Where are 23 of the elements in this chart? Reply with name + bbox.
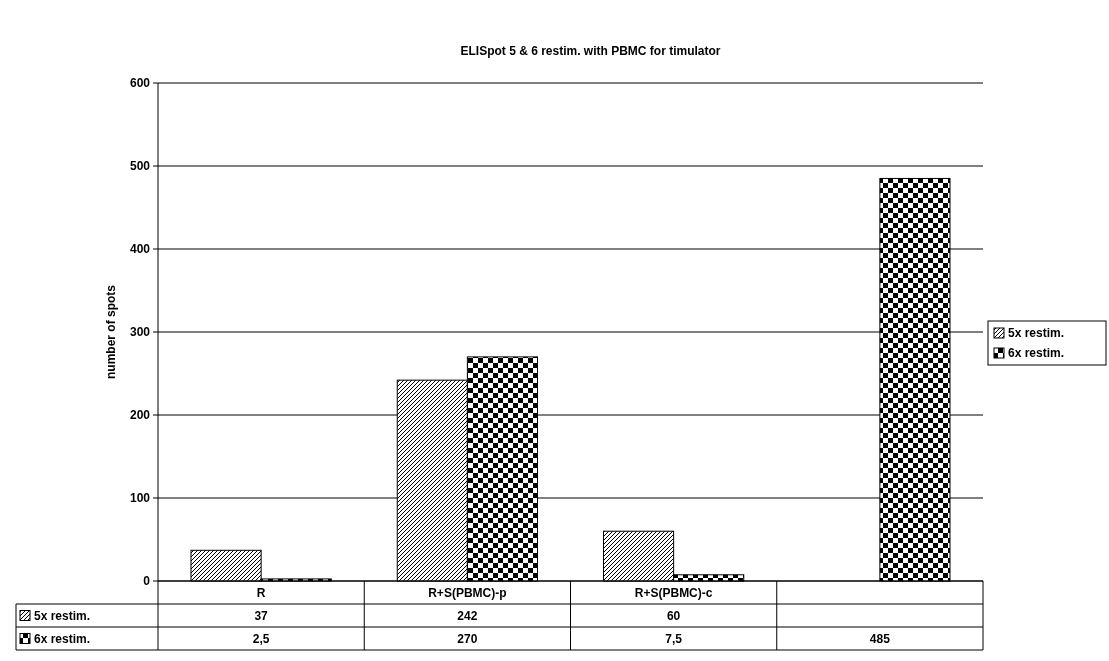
data-label: 2,5 <box>252 631 270 646</box>
y-tick-label: 600 <box>129 76 151 91</box>
data-label: 242 <box>457 608 478 623</box>
legend-label: 5x restim. <box>34 608 91 623</box>
y-axis-title: number of spots <box>104 284 118 380</box>
x-tick-label: R+S(PBMC)-p <box>428 585 507 600</box>
text: 5x restim. <box>1008 326 1065 341</box>
x-tick-label: R <box>256 585 266 600</box>
text: 6x restim. <box>34 631 91 646</box>
y-tick-label: 300 <box>129 325 151 340</box>
data-label: 485 <box>869 631 891 646</box>
x-tick-label: R+S(PBMC)-c <box>634 585 713 600</box>
y-tick-label: 100 <box>129 491 151 506</box>
legend-label: 6x restim. <box>1008 346 1065 361</box>
y-tick-label: 0 <box>143 574 151 589</box>
chart-title: ELISpot 5 & 6 restim. with PBMC for timulator <box>460 44 721 58</box>
data-label: 7,5 <box>665 631 683 646</box>
y-tick-label: 500 <box>129 159 151 174</box>
data-label: 270 <box>457 631 478 646</box>
data-label: 60 <box>666 608 681 623</box>
y-tick-label: 400 <box>129 242 151 257</box>
y-tick-label: 200 <box>129 408 151 423</box>
data-label: 37 <box>254 608 269 623</box>
